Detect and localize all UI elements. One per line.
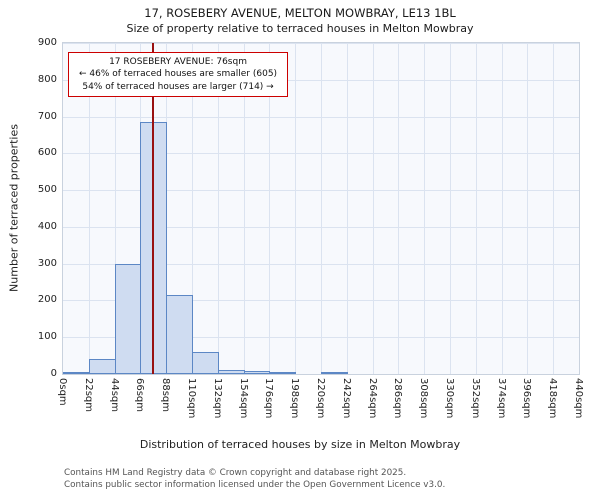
x-tick-label: 308sqm bbox=[418, 378, 430, 419]
x-tick-label: 22sqm bbox=[82, 378, 94, 413]
v-gridline bbox=[553, 43, 555, 374]
x-tick-label: 154sqm bbox=[237, 378, 249, 419]
v-gridline bbox=[217, 43, 219, 374]
annotation-box: 17 ROSEBERY AVENUE: 76sqm ← 46% of terra… bbox=[68, 52, 289, 98]
x-tick-label: 330sqm bbox=[444, 378, 455, 419]
v-gridline bbox=[398, 43, 400, 374]
v-gridline bbox=[372, 43, 374, 374]
annotation-line2: ← 46% of terraced houses are smaller (60… bbox=[79, 69, 278, 80]
annotation-line1: 17 ROSEBERY AVENUE: 76sqm bbox=[109, 57, 247, 67]
y-tick-label: 500 bbox=[37, 184, 57, 196]
x-tick-label: 264sqm bbox=[366, 378, 378, 419]
histogram-bar bbox=[269, 372, 297, 375]
x-tick-label: 220sqm bbox=[315, 378, 326, 419]
chart-subtitle: Size of property relative to terraced ho… bbox=[126, 22, 474, 35]
v-gridline bbox=[424, 43, 426, 374]
x-tick-label: 132sqm bbox=[211, 378, 223, 419]
y-tick-label: 300 bbox=[37, 257, 57, 269]
histogram-bar bbox=[63, 372, 90, 375]
v-gridline bbox=[114, 43, 116, 374]
v-gridline bbox=[527, 43, 529, 374]
y-tick-label: 400 bbox=[37, 220, 57, 232]
x-tick-label: 374sqm bbox=[495, 378, 507, 419]
v-gridline bbox=[501, 43, 503, 374]
v-gridline bbox=[192, 43, 193, 374]
annotation-line3: 54% of terraced houses are larger (714) … bbox=[82, 81, 274, 92]
x-tick-label: 66sqm bbox=[134, 378, 146, 413]
v-gridline bbox=[88, 43, 90, 374]
histogram-bar bbox=[166, 294, 193, 374]
x-tick-label: 176sqm bbox=[263, 378, 275, 419]
histogram-bar bbox=[243, 371, 271, 374]
x-tick-label: 418sqm bbox=[547, 378, 559, 419]
y-tick-label: 700 bbox=[37, 110, 57, 122]
y-tick-label: 0 bbox=[50, 368, 57, 379]
y-tick-label: 200 bbox=[37, 294, 57, 306]
y-tick-label: 800 bbox=[37, 73, 57, 85]
v-gridline bbox=[321, 43, 322, 374]
histogram-bar bbox=[88, 359, 116, 374]
x-tick-label: 44sqm bbox=[108, 378, 120, 413]
x-tick-label: 242sqm bbox=[340, 378, 352, 419]
plot-area: 17 ROSEBERY AVENUE: 76sqm ← 46% of terra… bbox=[38, 37, 584, 418]
chart-title: 17, ROSEBERY AVENUE, MELTON MOWBRAY, LE1… bbox=[144, 6, 456, 20]
v-gridline bbox=[295, 43, 297, 374]
y-tick-label: 900 bbox=[37, 37, 57, 48]
x-axis-label: Distribution of terraced houses by size … bbox=[139, 438, 461, 451]
histogram-bar bbox=[217, 369, 245, 374]
v-gridline bbox=[475, 43, 477, 374]
x-tick-label: 110sqm bbox=[186, 378, 197, 419]
histogram-bar bbox=[192, 351, 219, 374]
histogram-bar bbox=[114, 263, 142, 374]
x-tick-label: 352sqm bbox=[469, 378, 481, 419]
v-gridline bbox=[450, 43, 451, 374]
y-tick-label: 100 bbox=[37, 331, 57, 343]
histogram-bar bbox=[321, 372, 348, 375]
x-tick-label: 88sqm bbox=[160, 378, 172, 413]
x-tick-label: 286sqm bbox=[392, 378, 404, 419]
y-tick-label: 600 bbox=[37, 147, 57, 159]
v-gridline bbox=[346, 43, 348, 374]
x-tick-label: 0sqm bbox=[57, 378, 68, 406]
footer-line2: Contains public sector information licen… bbox=[64, 479, 446, 490]
footer: Contains HM Land Registry data © Crown c… bbox=[64, 468, 445, 492]
v-gridline bbox=[269, 43, 271, 374]
x-tick-label: 396sqm bbox=[521, 378, 533, 419]
x-tick-label: 198sqm bbox=[289, 378, 301, 419]
histogram-bar bbox=[140, 122, 168, 374]
footer-line1: Contains HM Land Registry data © Crown c… bbox=[64, 468, 407, 478]
property-marker-line bbox=[152, 43, 154, 374]
v-gridline bbox=[243, 43, 245, 374]
x-tick-label: 440sqm bbox=[573, 378, 584, 419]
